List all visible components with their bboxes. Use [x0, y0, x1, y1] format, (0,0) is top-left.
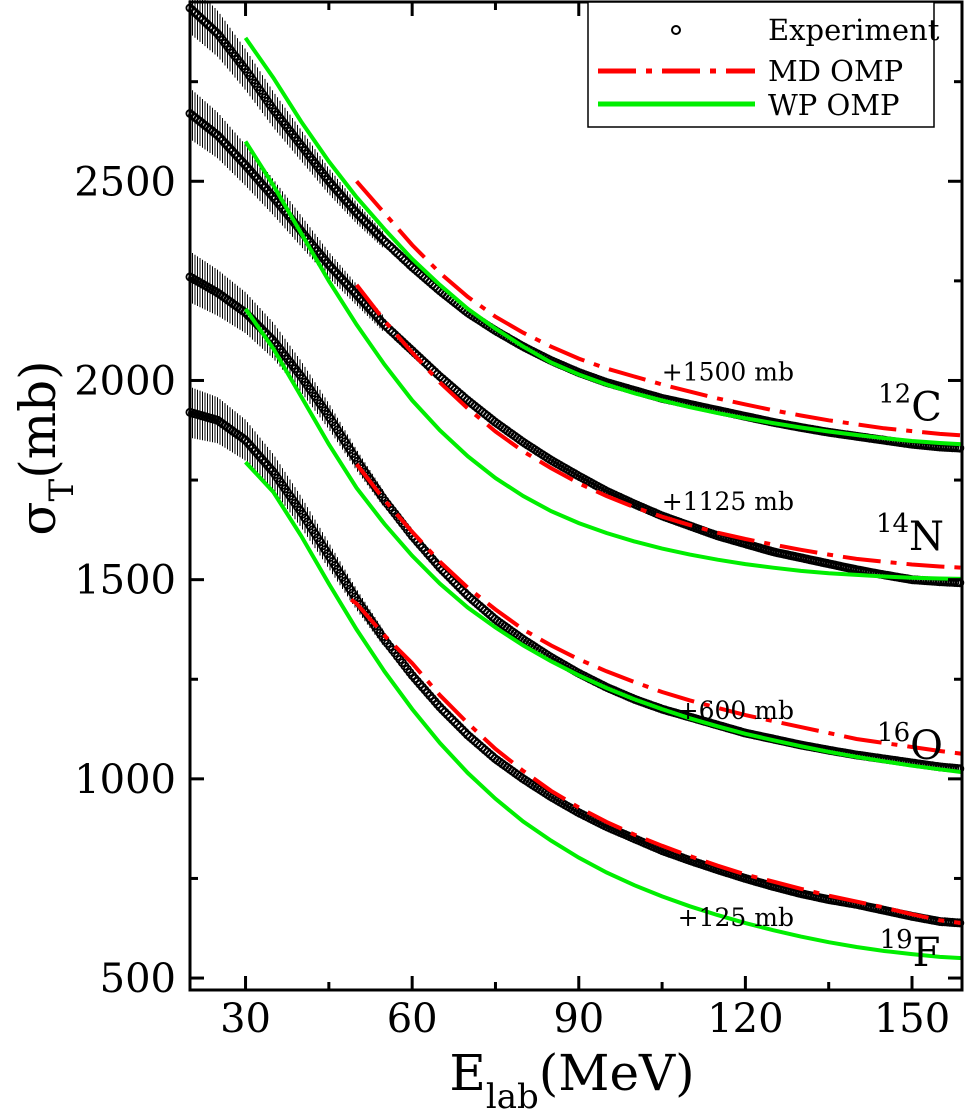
wp-omp-curves-layer [243, 36, 963, 961]
experiment-point [377, 234, 387, 244]
experiment-point [450, 717, 460, 727]
md-omp-curve-19f [349, 597, 963, 926]
experiment-point [455, 722, 465, 732]
wp-omp-curve-16o [243, 307, 963, 775]
md-omp-curve-12c [355, 179, 963, 438]
experiment-point [205, 22, 215, 32]
experiment-point [442, 710, 452, 720]
md-omp-curve-16o [355, 462, 963, 756]
x-tick-label: 90 [553, 996, 604, 1042]
x-tick-label: 30 [220, 996, 271, 1042]
experiment-point [197, 15, 207, 25]
offset-label-16o: +600 mb [678, 696, 794, 725]
nucleus-symbol: N [909, 514, 944, 560]
experiment-point [437, 705, 447, 715]
experiment-point [375, 232, 385, 242]
nucleus-mass-number: 16 [877, 718, 910, 748]
experiment-point [395, 250, 405, 260]
x-tick-label: 150 [874, 996, 950, 1042]
md-omp-curves-layer [349, 179, 963, 926]
y-tick-label: 500 [100, 956, 176, 1002]
nucleus-mass-number: 12 [878, 379, 911, 409]
x-axis-label-sub: lab [486, 1077, 539, 1116]
nucleus-symbol: O [910, 723, 943, 769]
nucleus-symbol: F [913, 930, 941, 976]
nucleus-label-14n: 14N [876, 509, 944, 560]
experiment-point [447, 575, 457, 585]
nucleus-mass-number: 14 [876, 509, 909, 539]
md-omp-curve-14n [355, 283, 963, 570]
experiment-point [362, 219, 372, 229]
experiment-point [452, 720, 462, 730]
legend-md-label: MD OMP [768, 54, 903, 88]
legend: Experiment MD OMP WP OMP [587, 1, 940, 128]
offset-label-19f: +125 mb [678, 903, 794, 932]
legend-experiment-marker [671, 25, 681, 35]
experiment-point [440, 707, 450, 717]
experiment-point [442, 570, 452, 580]
experiment-point [450, 578, 460, 588]
legend-experiment-label: Experiment [768, 13, 940, 47]
x-axis-label: Elab(MeV) [449, 1044, 694, 1116]
nucleus-symbol: C [911, 384, 942, 430]
y-tick-label: 1000 [74, 757, 176, 803]
experiment-point [402, 257, 412, 267]
experiment-point [360, 216, 370, 226]
experiment-point [370, 227, 380, 237]
experiment-point [440, 568, 450, 578]
nucleus-label-19f: 19F [880, 925, 941, 976]
experiment-point [455, 583, 465, 593]
x-tick-label: 120 [707, 996, 783, 1042]
y-axis-label: σT(mb) [9, 360, 82, 535]
wp-omp-curve-19f [244, 460, 963, 961]
y-axis-label-rest: (mb) [9, 360, 67, 478]
nucleus-mass-number: 19 [880, 925, 913, 955]
x-tick-label: 60 [387, 996, 438, 1042]
y-axis-label-main: σ [9, 501, 67, 535]
y-tick-label: 1500 [74, 558, 176, 604]
offset-label-14n: +1125 mb [662, 487, 794, 516]
experiment-point [352, 209, 362, 219]
experiment-point [445, 712, 455, 722]
y-axis-label-sub: T [42, 478, 82, 501]
experiment-point [447, 715, 457, 725]
x-axis-label-main: E [449, 1044, 486, 1102]
experiment-markers-layer [185, 0, 965, 928]
experiment-point [365, 221, 375, 231]
experiment-point [422, 360, 432, 370]
experiment-point [452, 580, 462, 590]
experiment-point [457, 585, 467, 595]
offset-label-12c: +1500 mb [662, 357, 794, 386]
nucleus-label-12c: 12C [878, 379, 942, 430]
legend-wp-label: WP OMP [768, 88, 900, 122]
wp-omp-curve-14n [243, 140, 963, 581]
plot-frame-layer: 30 60 90 120 150 500 1000 1500 2000 2500 [74, 0, 964, 1042]
experiment-point [457, 725, 467, 735]
experiment-point [355, 211, 365, 221]
y-tick-label: 2000 [74, 358, 176, 404]
experiment-point [460, 588, 470, 598]
x-axis-label-rest: (MeV) [539, 1044, 695, 1102]
nucleus-label-16o: 16O [877, 718, 943, 769]
experiment-point [372, 229, 382, 239]
experiment-point [387, 243, 397, 253]
y-tick-label: 2500 [74, 159, 176, 205]
plot-frame [188, 0, 964, 992]
experiment-point [397, 336, 407, 346]
wp-omp-curve-12c [243, 36, 963, 447]
experiment-point [357, 214, 367, 224]
annotations-layer: +1500 mb 12C +1125 mb 14N +600 mb 16O +125 mb 1… [662, 357, 944, 976]
